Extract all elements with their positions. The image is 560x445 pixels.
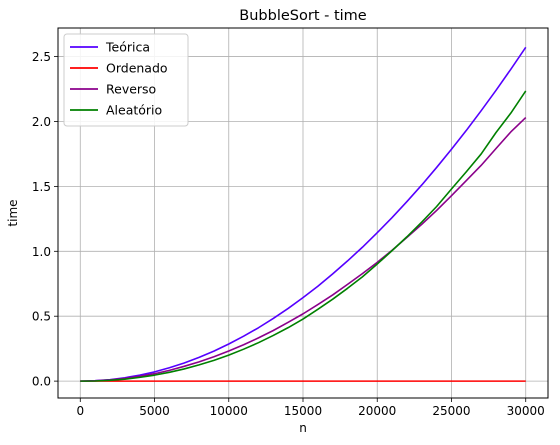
series-line-2	[80, 117, 527, 382]
series-line-0	[80, 46, 527, 382]
x-tick-label: 20000	[358, 404, 396, 418]
y-tick-label: 0.5	[32, 310, 51, 324]
series-line-3	[80, 90, 527, 382]
x-tick-label: 5000	[139, 404, 170, 418]
x-axis-label: n	[299, 421, 307, 435]
x-tick-label: 0	[76, 404, 84, 418]
x-tick-label: 10000	[210, 404, 248, 418]
legend-box	[63, 33, 189, 127]
y-tick-label: 2.0	[32, 115, 51, 129]
chart-title: BubbleSort - time	[239, 8, 367, 24]
legend-label: Ordenado	[106, 61, 168, 76]
y-axis-label: time	[6, 199, 20, 226]
x-tick-label: 25000	[432, 404, 470, 418]
series-lines	[80, 46, 527, 382]
legend: Teórica Ordenado Reverso Aleatório	[63, 33, 189, 127]
y-tick-label: 1.0	[32, 245, 51, 259]
y-tick-label: 2.5	[32, 50, 51, 64]
y-tick-label: 1.5	[32, 180, 51, 194]
x-tick-label: 30000	[507, 404, 545, 418]
legend-label: Reverso	[106, 82, 156, 97]
y-tick-label: 0.0	[32, 375, 51, 389]
legend-label: Aleatório	[106, 103, 162, 118]
axis-ticks: 0 5000 10000 15000 20000 25000 30000 0.0 0.5 1.0 1…	[32, 50, 545, 418]
legend-label: Teórica	[105, 40, 150, 55]
x-tick-label: 15000	[284, 404, 322, 418]
